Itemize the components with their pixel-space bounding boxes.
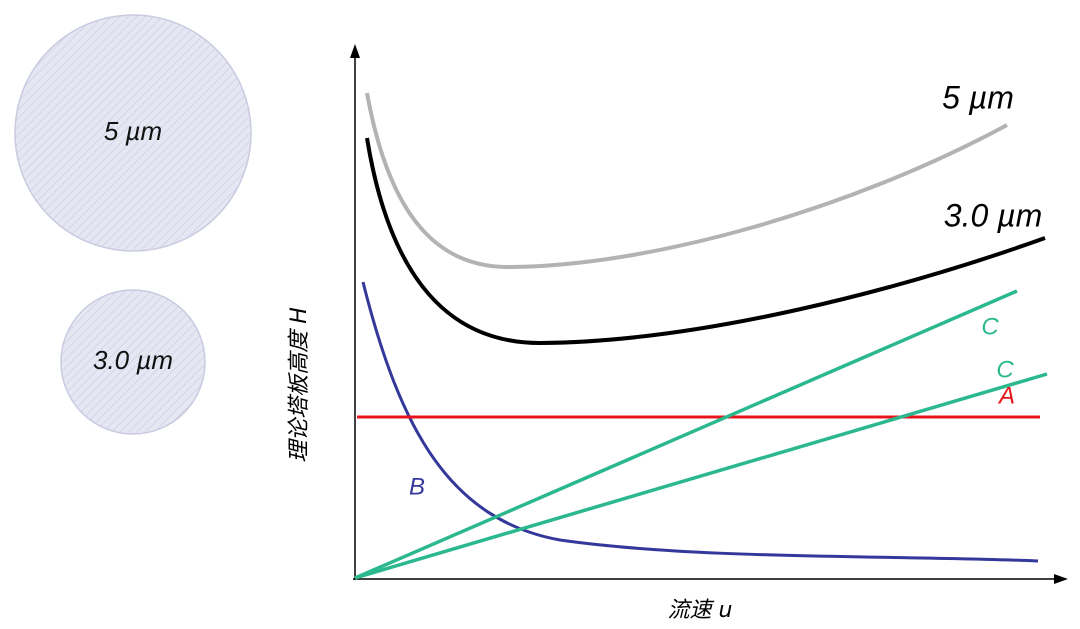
y-arrow [350,44,360,58]
particle-label: 3.0 µm [93,345,173,375]
particle-small [60,289,206,435]
x-axis-label: 流速 u [668,598,733,623]
curve-label: 3.0 µm [944,197,1042,233]
particle-label: 5 µm [104,116,162,146]
particle-large [14,14,252,252]
curve-label: 5 µm [942,79,1014,115]
curve-label: B [409,473,425,500]
curve-b [361,281,1039,563]
curve-label: C [981,313,999,340]
x-arrow [1054,574,1068,584]
curve-c1 [354,289,1018,580]
curve-label: A [997,382,1015,409]
curve-c2 [354,372,1048,580]
curve-5um [365,92,1008,270]
y-axis-label: 理论塔板高度 H [287,307,312,463]
curve-label: C [996,356,1014,383]
curve-3um [365,137,1046,346]
